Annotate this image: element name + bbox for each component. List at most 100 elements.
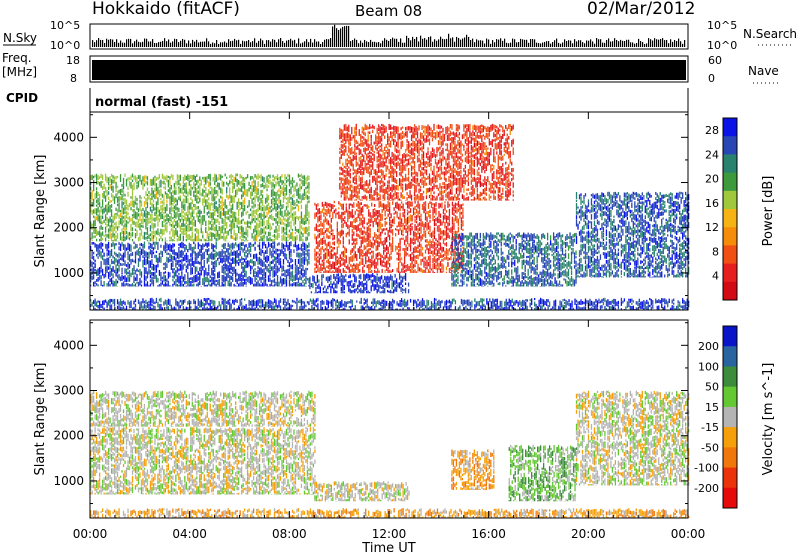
power-cell [463,168,465,172]
nsky-bar [350,41,352,47]
power-cell [373,197,375,201]
power-cell [282,180,285,184]
power-cell [475,152,477,156]
power-cell [188,175,190,180]
power-cell [209,279,211,283]
power-cell [447,232,449,239]
power-cell [488,187,490,192]
power-cell [392,175,395,182]
power-cell [321,237,324,245]
power-cell [351,215,353,219]
power-cell [157,206,159,213]
power-cell [433,218,436,227]
power-cell [236,244,238,248]
power-cell [166,249,168,252]
power-cell [306,182,309,186]
power-cell [109,204,111,213]
nsky-bar [214,43,216,47]
power-cell [432,214,434,222]
power-cell [400,275,402,279]
power-cell [444,256,446,260]
power-cell [272,253,274,258]
power-cell [149,270,152,275]
power-cell [437,159,440,165]
power-cell [276,177,279,181]
power-cell [457,148,459,154]
power-cell [457,275,459,282]
power-cell [449,142,452,151]
power-cell [382,284,384,290]
power-cell [125,178,128,187]
power-cell [443,134,446,142]
power-cell [394,126,396,132]
power-cell [326,218,328,225]
power-cell [336,280,338,289]
power-cell [481,124,483,127]
power-cell [367,190,369,194]
power-cell [191,225,193,231]
power-cell [215,279,217,282]
power-cell [398,133,401,140]
power-cell [342,262,344,266]
power-cell [387,133,389,139]
power-cell [358,289,360,293]
power-cell [263,284,265,287]
power-cell [278,210,280,216]
power-cell [287,233,289,238]
power-cell [130,200,132,207]
power-cell [227,242,229,248]
power-cell [373,126,375,130]
power-cell [444,204,446,211]
nsky-bar [616,39,618,47]
nsky-bar [310,38,312,47]
power-cell [154,217,156,222]
power-cell [508,261,510,267]
power-cell [419,132,422,139]
power-cell [405,264,407,269]
power-cell [335,208,337,212]
power-cell [500,256,502,262]
power-cell [276,203,279,210]
power-cell [212,261,214,264]
power-cell [445,215,448,224]
power-cell [270,280,273,287]
power-cell [518,232,520,237]
power-cell [473,283,476,287]
power-cell [443,166,446,170]
power-cell [251,205,253,209]
power-cell [101,199,104,206]
power-cell [318,229,321,233]
power-cell [220,195,222,199]
power-cell [470,253,473,260]
power-cell [302,175,304,179]
power-cell [122,243,125,250]
power-cell [166,283,168,287]
power-cell [194,176,196,182]
nsky-bar [250,42,252,47]
nsky-bar [420,35,422,47]
power-cell [97,249,99,256]
power-cell [305,186,307,190]
power-cell [371,215,373,223]
power-cell [284,174,286,181]
power-cell [260,236,262,241]
power-cell [115,230,117,234]
power-cell [347,209,349,218]
power-cell [218,174,220,180]
power-cell [269,179,271,185]
power-cell [269,248,271,256]
power-cell [303,214,306,221]
power-cell [472,188,474,197]
power-cell [472,269,474,277]
power-cell [358,143,360,147]
power-cell [353,263,355,267]
power-cell [238,258,240,262]
power-cell [299,270,301,275]
power-cell [402,226,404,233]
nsky-bar [606,39,608,47]
nsky-bar [490,43,492,47]
power-cell [169,253,171,259]
power-cell [488,194,490,201]
power-cell [481,159,483,164]
power-cell [273,263,276,270]
